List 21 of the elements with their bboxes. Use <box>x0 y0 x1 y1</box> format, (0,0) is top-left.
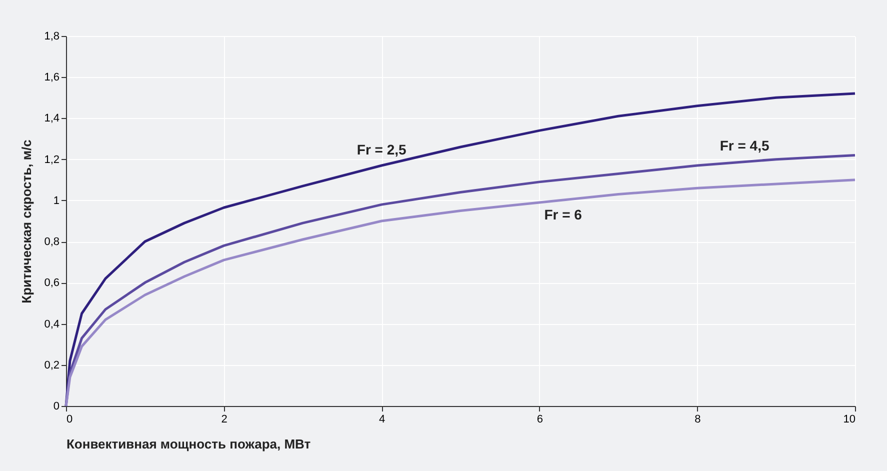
x-tick-label: 6 <box>536 414 543 426</box>
x-axis-title: Конвективная мощность пожара, МВт <box>66 436 311 452</box>
annotation: Fr = 4,5 <box>720 137 770 154</box>
x-tick-label: 0 <box>66 414 73 426</box>
x-tick-label: 8 <box>694 414 701 426</box>
y-tick-label: 1,8 <box>44 30 60 42</box>
y-tick-label: 1,6 <box>44 72 60 84</box>
annotation: Fr = 6 <box>544 206 582 222</box>
annotation: Fr = 2,5 <box>356 142 407 158</box>
x-tick-label: 2 <box>221 414 228 426</box>
y-tick-label: 0 <box>53 400 60 412</box>
x-tick-label: 4 <box>379 414 386 426</box>
y-tick-label: 1,2 <box>44 154 60 166</box>
x-tick-label: 10 <box>843 414 856 426</box>
y-tick-label: 0,4 <box>44 318 60 330</box>
y-tick-label: 0,6 <box>44 277 60 290</box>
y-axis-title: Критическая скрость, м/с <box>19 140 34 304</box>
y-tick-label: 0,8 <box>44 236 60 248</box>
y-tick-label: 0,2 <box>44 359 60 372</box>
y-tick-label: 1 <box>53 194 60 207</box>
y-tick-label: 1,4 <box>44 112 60 125</box>
